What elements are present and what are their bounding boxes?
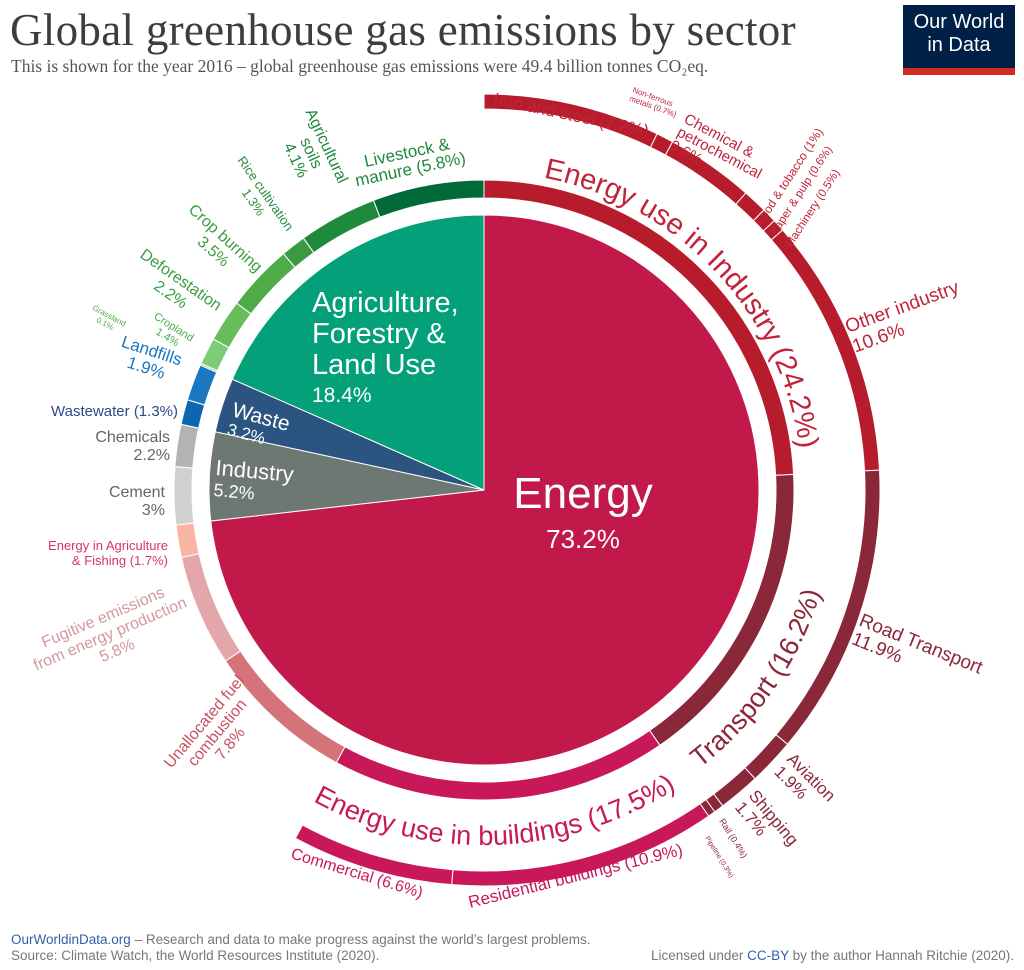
label-iron-and-steel-line: Iron and steel (7.2%) bbox=[492, 89, 650, 140]
label-iron-and-steel: Iron and steel (7.2%) bbox=[492, 89, 650, 140]
chart-subtitle: This is shown for the year 2016 – global… bbox=[11, 56, 709, 76]
ring-segment-livestock-manure[interactable] bbox=[372, 179, 485, 218]
label-agriculture-line: Forestry & bbox=[312, 318, 446, 350]
label-fugitive-emissions-from-energy-production: Fugitive emissionsfrom energy production… bbox=[24, 578, 196, 691]
logo-bar bbox=[903, 68, 1015, 75]
label-agriculture-line: Land Use bbox=[312, 349, 436, 381]
arcs bbox=[173, 93, 881, 887]
label-rice-cultivation: Rice cultivation1.3% bbox=[222, 153, 297, 242]
license-suffix: by the author Hannah Ritchie (2020). bbox=[788, 948, 1014, 963]
label-wastewater: Wastewater (1.3%) bbox=[51, 403, 178, 420]
label-grassland: Grassland0.1% bbox=[87, 303, 128, 336]
label-waste: Waste3.2% bbox=[225, 399, 292, 454]
label-energy-in-agriculture-fishing-line: & Fishing (1.7%) bbox=[72, 553, 168, 568]
ring-segment-cement[interactable] bbox=[173, 466, 195, 526]
label-chemicals-line: 2.2% bbox=[134, 447, 170, 464]
owid-logo[interactable]: Our World in Data bbox=[903, 5, 1015, 75]
label-agricultural-soils: Agriculturalsoils4.1% bbox=[271, 106, 351, 200]
logo-line: Our World bbox=[913, 11, 1005, 33]
label-energy-in-agriculture-fishing: Energy in Agriculture & Fishing (1.7%) bbox=[48, 538, 168, 568]
owid-link[interactable]: OurWorldinData.org bbox=[11, 932, 131, 947]
outer-segment-commercial[interactable] bbox=[294, 824, 454, 886]
label-industry-line: 5.2% bbox=[213, 480, 256, 504]
label-wastewater-line: Wastewater (1.3%) bbox=[51, 403, 178, 420]
license-note: Licensed under CC-BY by the author Hanna… bbox=[651, 948, 1014, 963]
label-chemicals-line: Chemicals bbox=[95, 429, 170, 446]
label-energy-in-agriculture-fishing-line: Energy in Agriculture bbox=[48, 538, 168, 553]
label-cement: Cement 3% bbox=[109, 484, 166, 519]
cc-by-link[interactable]: CC-BY bbox=[747, 948, 789, 963]
label-aviation: Aviation1.9% bbox=[770, 749, 839, 818]
sunburst-chart: Energy 73.2% Agriculture, Forestry & Land Us… bbox=[24, 85, 986, 911]
ring-segment-landfills[interactable] bbox=[186, 364, 218, 406]
curved-label: Energy use in buildings (17.5%) bbox=[310, 768, 679, 851]
label-energy-use-in-buildings: Energy use in buildings (17.5%) bbox=[310, 768, 679, 851]
label-road-transport: Road Transport11.9% bbox=[849, 610, 986, 697]
footer-line-1: OurWorldinData.org – Research and data t… bbox=[11, 932, 591, 947]
logo-line: in Data bbox=[927, 34, 991, 56]
label-non-ferrous-metals: Non-ferrousmetals (0.7%) bbox=[628, 85, 681, 119]
source-note: Source: Climate Watch, the World Resourc… bbox=[11, 948, 380, 963]
label-agriculture-line: 18.4% bbox=[312, 384, 372, 407]
label-agriculture-line: Agriculture, bbox=[312, 287, 459, 319]
label-cement-line: Cement bbox=[109, 484, 166, 501]
ring-segment-chemicals[interactable] bbox=[174, 423, 200, 469]
label-chemicals: Chemicals 2.2% bbox=[95, 429, 170, 464]
label-energy: Energy 73.2% bbox=[513, 469, 652, 554]
label-other-industry: Other industry10.6% bbox=[843, 277, 970, 357]
label-energy-line: 73.2% bbox=[546, 524, 620, 554]
label-agriculture: Agriculture, Forestry & Land Use 18.4% bbox=[312, 287, 459, 407]
footer-tagline: – Research and data to make progress aga… bbox=[130, 932, 591, 947]
chart-title: Global greenhouse gas emissions by secto… bbox=[10, 5, 796, 55]
pie-slice-agriculture-forestry-land-use[interactable] bbox=[231, 214, 485, 491]
label-energy-line: Energy bbox=[513, 469, 652, 518]
label-industry: Industry5.2% bbox=[213, 455, 295, 507]
ring-segment-energy-in-agriculture-fishing[interactable] bbox=[175, 522, 200, 559]
label-cement-line: 3% bbox=[142, 502, 165, 519]
pie-slice-energy[interactable] bbox=[210, 214, 760, 766]
license-prefix: Licensed under bbox=[651, 948, 748, 963]
